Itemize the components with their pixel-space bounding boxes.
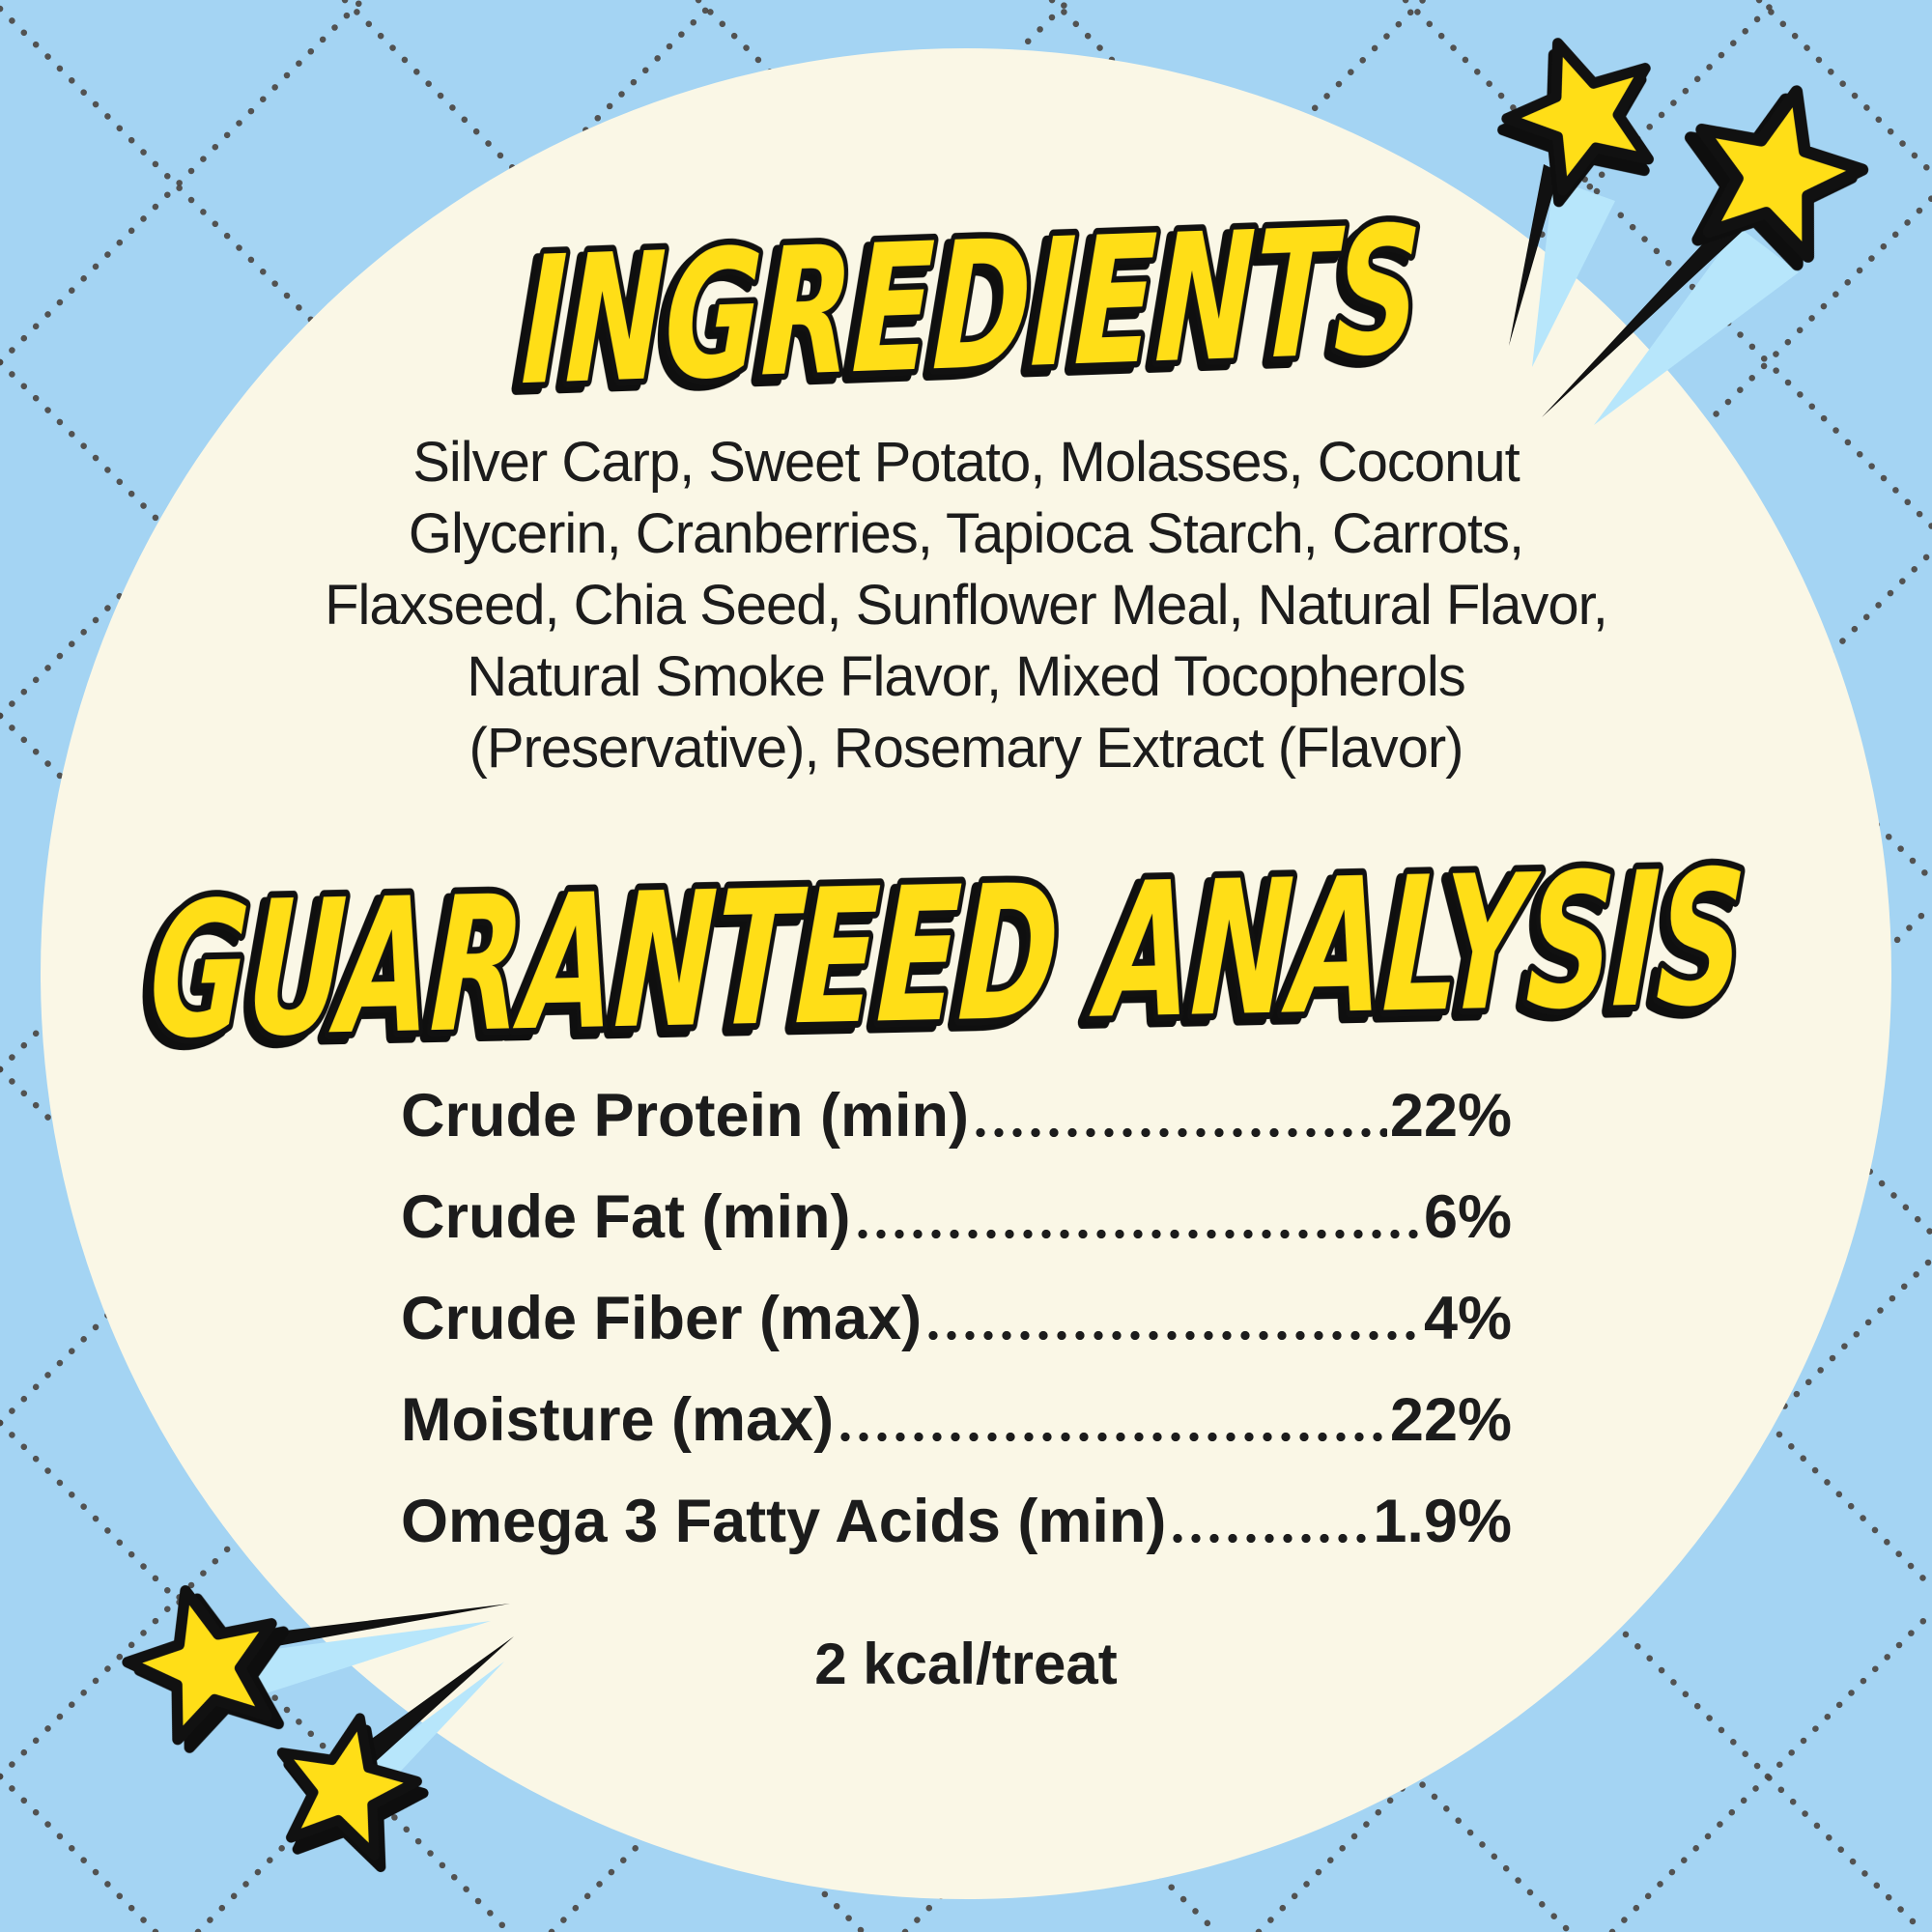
shooting-stars-icon (122, 1585, 514, 1861)
label-circle-panel (41, 48, 1891, 1899)
star-trail-icon (1542, 217, 1742, 417)
star-icon (276, 1713, 422, 1861)
table-row: Crude Fat (min) 6% (401, 1187, 1512, 1248)
dot-leader (837, 1432, 1387, 1442)
analysis-label: Crude Fiber (max) (401, 1285, 923, 1352)
star-icon (1695, 85, 1869, 263)
dot-leader (972, 1127, 1387, 1138)
table-row: Moisture (max) 22% (401, 1390, 1512, 1451)
analysis-label: Moisture (max) (401, 1386, 835, 1454)
table-row: Crude Fiber (max) 4% (401, 1289, 1512, 1350)
table-row: Omega 3 Fatty Acids (min) 1.9% (401, 1492, 1512, 1552)
analysis-value: 22% (1389, 1082, 1512, 1150)
star-trail-icon (1532, 179, 1615, 367)
table-row: Crude Protein (min) 22% (401, 1086, 1512, 1147)
analysis-value: 1.9% (1373, 1488, 1512, 1555)
star-trail-icon (253, 1604, 510, 1648)
dot-leader (853, 1229, 1421, 1239)
dot-leader (924, 1330, 1421, 1341)
star-trail-icon (355, 1636, 514, 1766)
shooting-stars-icon (1501, 38, 1869, 425)
guaranteed-analysis-title: GUARANTEED ANALYSIS (138, 825, 1756, 1088)
ingredients-title-text: INGREDIENTS (519, 188, 1424, 425)
star-trail-icon (1594, 227, 1799, 425)
analysis-label: Crude Protein (min) (401, 1082, 970, 1150)
analysis-value: 22% (1389, 1386, 1512, 1454)
guaranteed-analysis-title-text: GUARANTEED ANALYSIS (145, 832, 1749, 1081)
analysis-table: Crude Protein (min) 22% Crude Fat (min) … (401, 1086, 1512, 1593)
calories-text: 2 kcal/treat (814, 1632, 1118, 1696)
analysis-value: 4% (1423, 1285, 1512, 1352)
ingredients-title: INGREDIENTS (513, 182, 1431, 431)
star-trail-icon (253, 1621, 491, 1696)
analysis-label: Omega 3 Fatty Acids (min) (401, 1488, 1167, 1555)
analysis-label: Crude Fat (min) (401, 1183, 851, 1251)
star-icon (122, 1585, 277, 1746)
dot-leader (1169, 1533, 1371, 1544)
star-trail-icon (1509, 164, 1559, 346)
star-trail-icon (359, 1662, 504, 1803)
star-icon (1501, 38, 1654, 196)
analysis-value: 6% (1423, 1183, 1512, 1251)
ingredients-list: Silver Carp, Sweet Potato, Molasses, Coc… (325, 431, 1608, 780)
